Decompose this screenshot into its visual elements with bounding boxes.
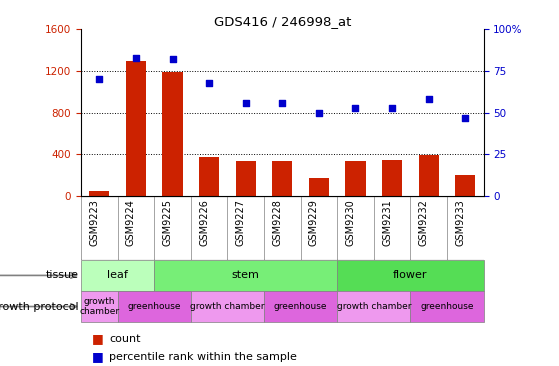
Bar: [154, 260, 337, 291]
Text: growth chamber: growth chamber: [190, 302, 264, 311]
Bar: [89, 191, 110, 196]
Text: GSM9226: GSM9226: [199, 199, 209, 246]
Bar: [309, 178, 329, 196]
Text: GSM9232: GSM9232: [419, 199, 429, 246]
Bar: [272, 161, 292, 196]
Point: [95, 76, 104, 82]
Bar: [163, 72, 183, 196]
Text: tissue: tissue: [45, 270, 78, 280]
Text: GSM9227: GSM9227: [236, 199, 246, 246]
Bar: [455, 175, 475, 196]
Text: greenhouse: greenhouse: [420, 302, 473, 311]
Bar: [199, 157, 219, 196]
Text: GSM9233: GSM9233: [455, 199, 465, 246]
Text: GSM9228: GSM9228: [272, 199, 282, 246]
Text: growth chamber: growth chamber: [337, 302, 411, 311]
Text: greenhouse: greenhouse: [274, 302, 328, 311]
Point: [278, 100, 287, 105]
Point: [461, 115, 470, 120]
Text: ■: ■: [92, 350, 104, 363]
Point: [131, 55, 140, 60]
Text: GSM9230: GSM9230: [345, 199, 356, 246]
Bar: [81, 291, 117, 322]
Text: growth
chamber: growth chamber: [79, 297, 120, 316]
Point: [205, 80, 214, 86]
Point: [351, 105, 360, 111]
Text: ■: ■: [92, 332, 104, 345]
Text: GSM9225: GSM9225: [163, 199, 173, 246]
Bar: [264, 291, 337, 322]
Point: [314, 110, 323, 116]
Bar: [81, 260, 154, 291]
Text: count: count: [109, 333, 140, 344]
Text: greenhouse: greenhouse: [127, 302, 181, 311]
Text: GSM9229: GSM9229: [309, 199, 319, 246]
Point: [168, 56, 177, 62]
Text: growth protocol: growth protocol: [0, 302, 78, 311]
Bar: [337, 291, 410, 322]
Bar: [410, 291, 484, 322]
Bar: [345, 161, 366, 196]
Text: percentile rank within the sample: percentile rank within the sample: [109, 352, 297, 362]
Bar: [382, 160, 402, 196]
Bar: [337, 260, 484, 291]
Bar: [419, 155, 439, 196]
Bar: [191, 291, 264, 322]
Point: [387, 105, 396, 111]
Text: stem: stem: [232, 270, 259, 280]
Bar: [236, 161, 256, 196]
Text: leaf: leaf: [107, 270, 128, 280]
Title: GDS416 / 246998_at: GDS416 / 246998_at: [214, 15, 351, 28]
Text: flower: flower: [393, 270, 428, 280]
Point: [241, 100, 250, 105]
Bar: [126, 60, 146, 196]
Text: GSM9231: GSM9231: [382, 199, 392, 246]
Bar: [117, 291, 191, 322]
Text: GSM9224: GSM9224: [126, 199, 136, 246]
Text: GSM9223: GSM9223: [89, 199, 100, 246]
Point: [424, 96, 433, 102]
